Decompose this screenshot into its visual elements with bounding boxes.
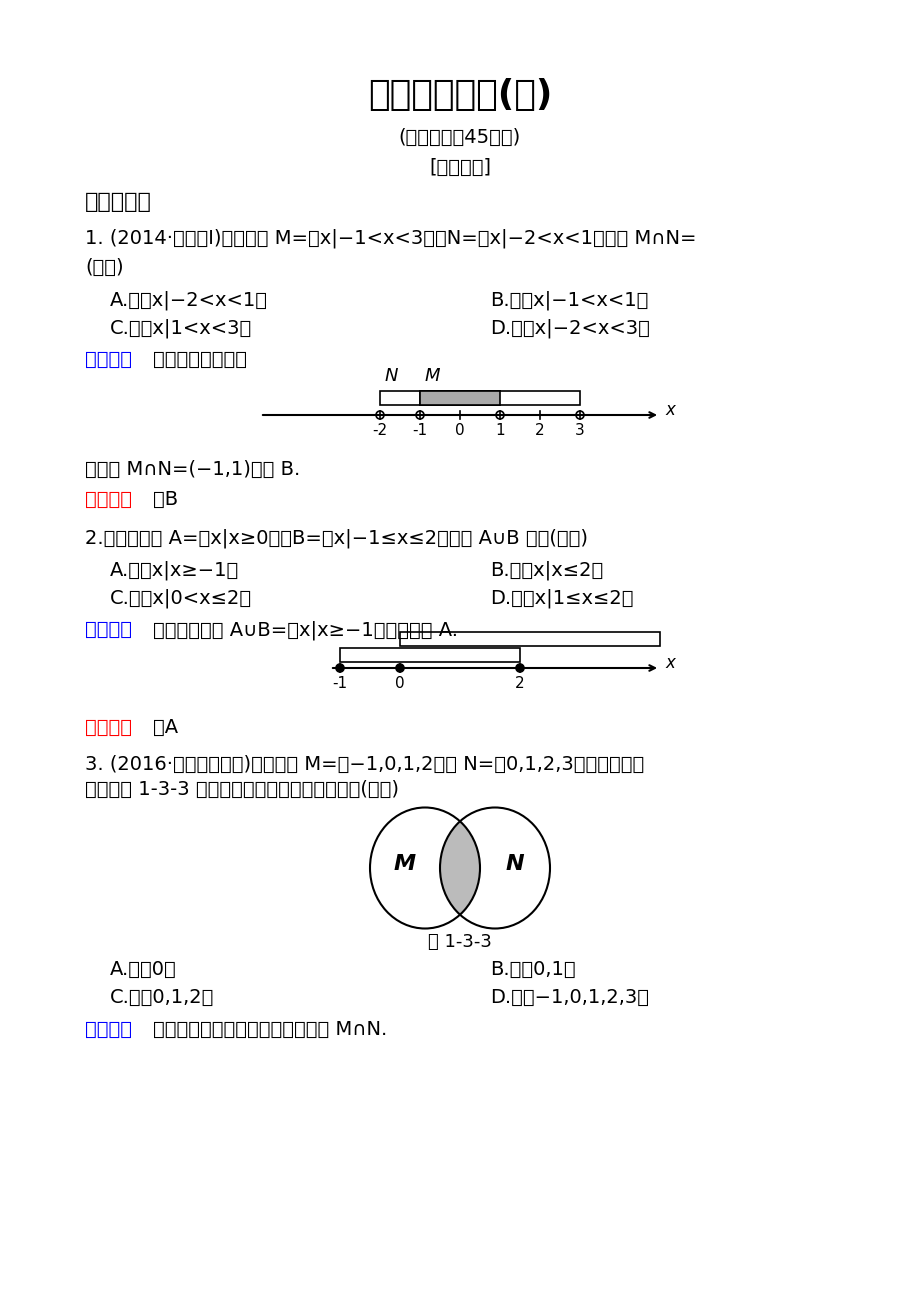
Text: 1: 1 bbox=[494, 423, 505, 437]
Text: B: B bbox=[153, 490, 178, 509]
Circle shape bbox=[376, 411, 383, 419]
Text: A.　｛x|x≥−1｝: A. ｛x|x≥−1｝ bbox=[110, 560, 239, 579]
Polygon shape bbox=[439, 822, 480, 914]
Text: 【解析】: 【解析】 bbox=[85, 350, 131, 368]
Bar bbox=[420, 391, 499, 405]
Circle shape bbox=[516, 664, 524, 672]
Text: (建议用时：45分钟): (建议用时：45分钟) bbox=[399, 128, 520, 147]
Circle shape bbox=[495, 411, 504, 419]
Text: -1: -1 bbox=[412, 423, 427, 437]
Text: x: x bbox=[664, 654, 675, 672]
Text: 【解析】: 【解析】 bbox=[85, 620, 131, 639]
Text: 【答案】: 【答案】 bbox=[85, 717, 131, 737]
Text: M: M bbox=[425, 367, 440, 385]
Text: 借助数轴求解．: 借助数轴求解． bbox=[153, 350, 246, 368]
Text: 0: 0 bbox=[395, 676, 404, 691]
Text: x: x bbox=[664, 401, 675, 419]
Text: (　　): ( ) bbox=[85, 258, 123, 277]
Text: 一、选择题: 一、选择题 bbox=[85, 191, 152, 212]
Text: B.　｛x|x≤2｝: B. ｛x|x≤2｝ bbox=[490, 560, 603, 579]
Circle shape bbox=[575, 411, 584, 419]
Circle shape bbox=[335, 664, 344, 672]
Text: B.　｛0,1｝: B. ｛0,1｝ bbox=[490, 960, 575, 979]
Text: 结合数轴得 A∪B=｛x|x≥−1｝．　故选 A.: 结合数轴得 A∪B=｛x|x≥−1｝． 故选 A. bbox=[153, 620, 458, 639]
Text: 由图知 M∩N=(−1,1)，选 B.: 由图知 M∩N=(−1,1)，选 B. bbox=[85, 460, 300, 479]
Text: 由图可知阴影部分对应的集合为 M∩N.: 由图可知阴影部分对应的集合为 M∩N. bbox=[153, 1019, 387, 1039]
Text: 【答案】: 【答案】 bbox=[85, 490, 131, 509]
Circle shape bbox=[415, 411, 424, 419]
Text: 【解析】: 【解析】 bbox=[85, 1019, 131, 1039]
Text: 1. (2014·全国卷Ⅰ)已知集合 M=｛x|−1<x<3｝，N=｛x|−2<x<1｝，则 M∩N=: 1. (2014·全国卷Ⅰ)已知集合 M=｛x|−1<x<3｝，N=｛x|−2<… bbox=[85, 228, 696, 247]
Text: 图 1-3-3: 图 1-3-3 bbox=[427, 934, 492, 950]
Text: 2.　已知集合 A=｛x|x≥0｝，B=｛x|−1≤x≤2｝，则 A∪B 等于(　　): 2. 已知集合 A=｛x|x≥0｝，B=｛x|−1≤x≤2｝，则 A∪B 等于(… bbox=[85, 529, 587, 548]
Text: -2: -2 bbox=[372, 423, 387, 437]
Text: D.　｛x|1≤x≤2｝: D. ｛x|1≤x≤2｝ bbox=[490, 589, 633, 608]
Text: 2: 2 bbox=[515, 676, 524, 691]
Text: 2: 2 bbox=[535, 423, 544, 437]
Text: M: M bbox=[393, 854, 415, 874]
Text: -1: -1 bbox=[332, 676, 347, 691]
Circle shape bbox=[395, 664, 403, 672]
Text: [学业达标]: [学业达标] bbox=[428, 158, 491, 177]
Text: C.　｛x|1<x<3｝: C. ｛x|1<x<3｝ bbox=[110, 318, 252, 337]
Text: 3: 3 bbox=[574, 423, 584, 437]
Bar bbox=[340, 648, 519, 661]
Text: D.　｛x|−2<x<3｝: D. ｛x|−2<x<3｝ bbox=[490, 318, 649, 337]
Bar bbox=[400, 631, 659, 646]
Bar bbox=[420, 391, 499, 405]
Text: B.　｛x|−1<x<1｝: B. ｛x|−1<x<1｝ bbox=[490, 290, 648, 310]
Text: N: N bbox=[505, 854, 524, 874]
Text: A.　｛0｝: A. ｛0｝ bbox=[110, 960, 176, 979]
Text: N: N bbox=[384, 367, 398, 385]
Text: C.　｛x|0<x≤2｝: C. ｛x|0<x≤2｝ bbox=[110, 589, 252, 608]
Bar bbox=[420, 391, 579, 405]
Text: 3. (2016·遵义高一期末)已知集合 M=｛−1,0,1,2｝和 N=｛0,1,2,3｝的关系的韦: 3. (2016·遵义高一期末)已知集合 M=｛−1,0,1,2｝和 N=｛0,… bbox=[85, 755, 643, 773]
Text: 恩图如图 1-3-3 所示，则阴影部分所示的集合是(　　): 恩图如图 1-3-3 所示，则阴影部分所示的集合是( ) bbox=[85, 780, 399, 799]
Text: A: A bbox=[153, 717, 178, 737]
Bar bbox=[380, 391, 499, 405]
Text: 0: 0 bbox=[455, 423, 464, 437]
Text: C.　｛0,1,2｝: C. ｛0,1,2｝ bbox=[110, 988, 214, 1006]
Text: D.　｛−1,0,1,2,3｝: D. ｛−1,0,1,2,3｝ bbox=[490, 988, 648, 1006]
Text: 学业分层测评(三): 学业分层测评(三) bbox=[368, 78, 551, 112]
Text: A.　｛x|−2<x<1｝: A. ｛x|−2<x<1｝ bbox=[110, 290, 267, 310]
